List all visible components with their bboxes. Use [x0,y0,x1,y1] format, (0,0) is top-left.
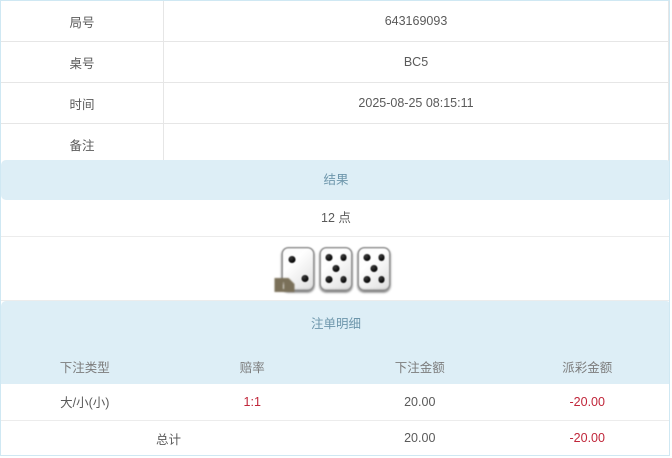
svg-text:i: i [283,281,285,291]
